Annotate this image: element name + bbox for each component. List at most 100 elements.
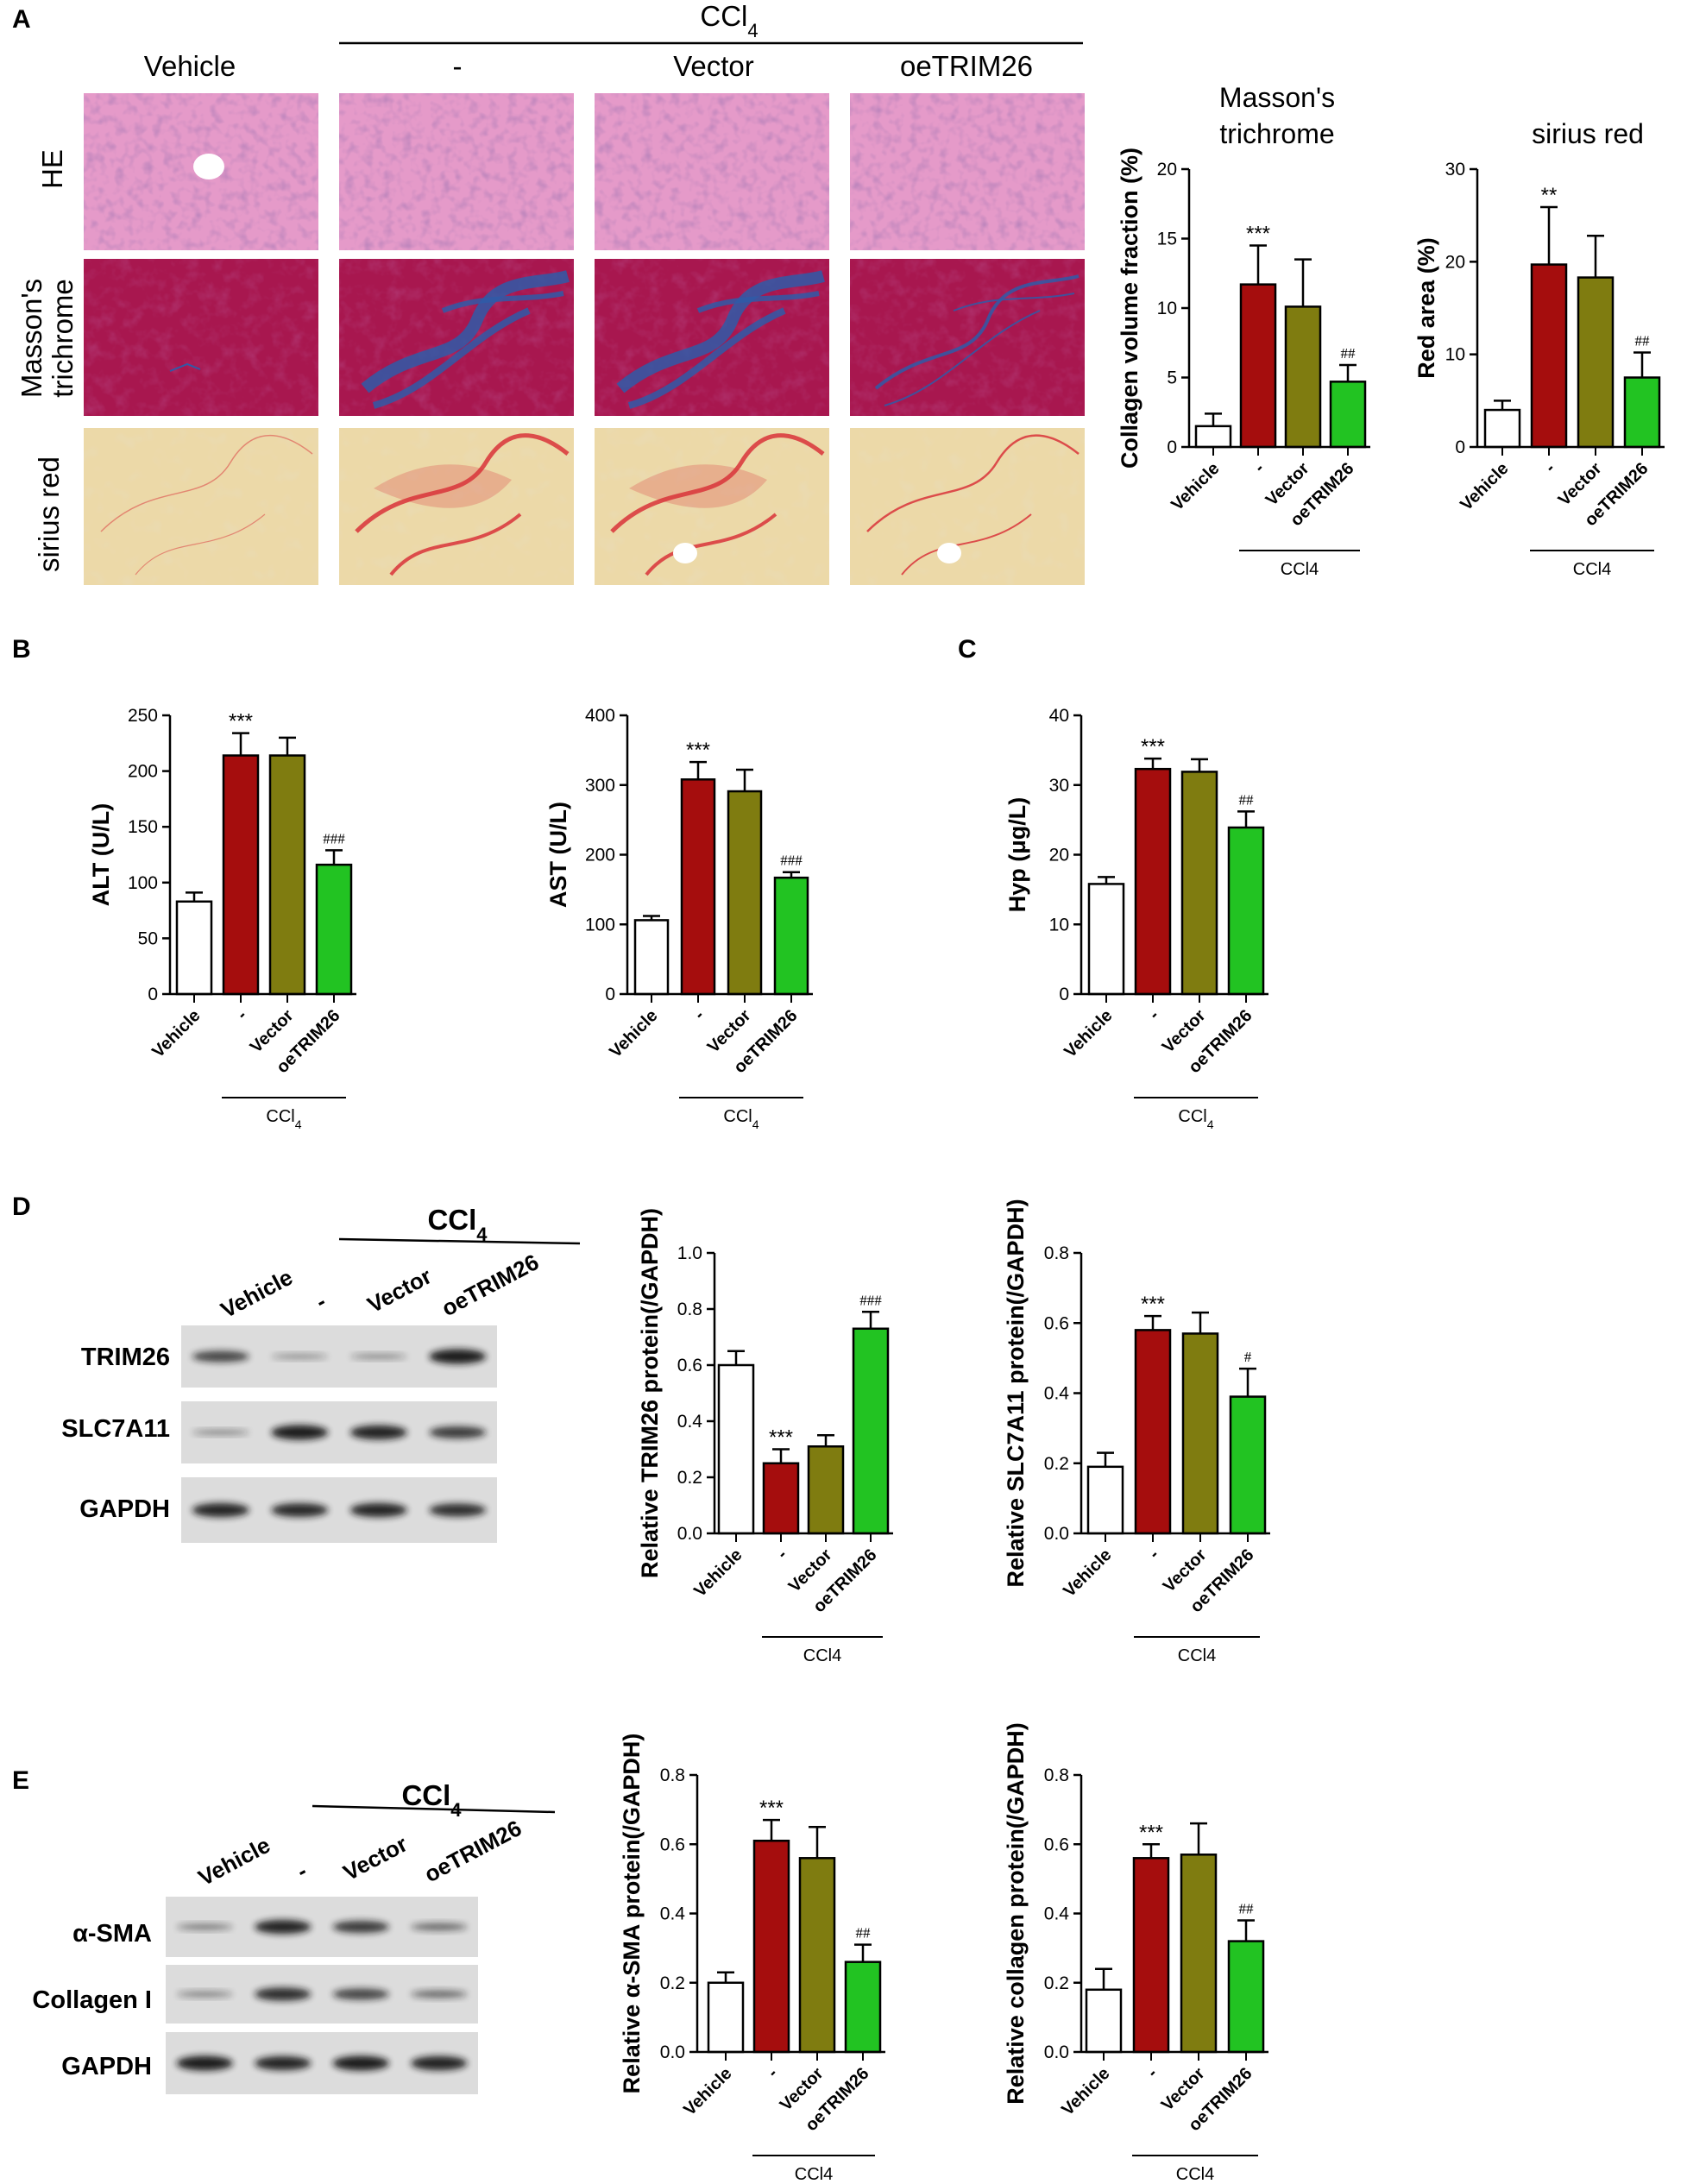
vessel-wall [169,362,201,372]
bar-trim26-0 [717,1363,755,1535]
significance-label: # [1244,1349,1252,1365]
bar-hyp-1 [1134,767,1172,996]
fibrosis-septum [361,270,570,393]
histology-tile-he-vehicle [84,93,318,250]
collagen-fiber [135,513,266,576]
bar-masson-3 [1329,381,1367,449]
y-tick-label: 200 [128,762,158,782]
blot-d-strip-1 [181,1401,497,1463]
histology-tile-masson-oetrim26 [850,259,1085,416]
group-label: CCl4 [1178,1107,1213,1131]
blot-d-band [271,1354,329,1359]
bar-asma-3 [844,1961,882,2054]
blot-e-lane-vector: Vector [339,1830,412,1885]
y-tick-label: 15 [1157,230,1177,249]
y-tick-label: 20 [1157,160,1177,179]
y-tick-label: 20 [1445,252,1465,272]
y-tick-label: 40 [1049,706,1069,726]
y-tick-label: 300 [585,776,615,796]
bar-slc7a11-2 [1181,1332,1219,1535]
histology-tile-masson-vehicle [84,259,318,416]
group-label: CCl4 [723,1107,759,1131]
x-tick-label: Vehicle [690,1545,746,1601]
blot-e-label-asma: α-SMA [72,1920,152,1948]
significance-label: ## [1341,345,1357,362]
blot-e-label-collagen: Collagen I [32,1986,152,2014]
histology-tile-he-vector [595,93,829,250]
bar-trim26-3 [852,1327,890,1535]
blot-e-band [411,2055,468,2071]
fibrosis-septum [874,274,1080,390]
chart-title: sirius red [1532,118,1644,149]
blot-d-band [429,1503,487,1517]
bar-alt-2 [268,754,306,996]
group-label: CCl4 [1176,2165,1214,2184]
blot-d-band [271,1503,329,1517]
y-tick-label: 0.6 [677,1356,702,1375]
histology-col-vehicle: Vehicle [144,50,236,82]
x-tick-label: Vehicle [1061,1006,1116,1061]
y-axis-label: ALT (U/L) [88,803,114,906]
histology-tile-sirius-vehicle [84,428,318,585]
y-tick-label: 0 [1455,437,1465,457]
panel-d-blot: CCl4 Vehicle - Vector oeTRIM26 TRIM26 SL… [61,1204,581,1543]
collagen-fiber [610,433,825,533]
chart-title: Masson's [1219,82,1335,113]
bar-slc7a11-3 [1229,1395,1267,1535]
significance-label: *** [759,1797,784,1820]
collagen-fiber [645,513,777,576]
y-tick-label: 0.6 [1044,1313,1069,1333]
group-label: CCl4 [1281,560,1319,579]
blot-e-band [332,1920,389,1934]
bar-ast-3 [773,876,809,996]
bar-hyp-0 [1087,883,1125,996]
blot-e-band [332,1988,389,2000]
blot-d-band [271,1425,329,1440]
significance-label: ** [1541,184,1558,207]
vessel-lumen [937,543,961,563]
y-tick-label: 0.4 [660,1904,686,1924]
blot-e-band [255,1987,312,2001]
blot-d-band [429,1426,487,1439]
y-tick-label: 5 [1167,368,1177,388]
bar-ast-1 [680,778,716,996]
blot-e-strip-1 [166,1965,478,2024]
significance-label: ### [780,853,803,869]
histology-grid [84,93,1085,585]
blot-d-band [192,1429,249,1436]
blot-e-band [176,1991,233,1998]
bar-collagen-3 [1227,1940,1265,2054]
panel-e-label: E [12,1766,29,1795]
x-tick-label: - [1250,459,1268,476]
histology-tile-sirius-vector [595,428,829,585]
significance-label: ### [859,1292,882,1308]
y-tick-label: 400 [585,706,615,726]
significance-label: *** [1246,223,1270,246]
blot-e-band [176,2055,233,2071]
y-tick-label: 30 [1445,160,1465,179]
x-tick-label: - [233,1006,250,1023]
panel-c-label: C [958,635,977,664]
x-tick-label: Vehicle [1058,2064,1113,2119]
y-tick-label: 150 [128,817,158,837]
collagen-fiber [866,434,1080,532]
y-tick-label: 200 [585,846,615,865]
y-tick-label: 0.2 [660,1973,685,1993]
y-tick-label: 10 [1157,299,1177,318]
y-tick-label: 10 [1445,345,1465,365]
bar-collagen-2 [1180,1854,1218,2054]
y-tick-label: 0.0 [1044,2042,1069,2062]
bar-collagen-1 [1132,1857,1170,2054]
x-tick-label: - [1541,459,1558,476]
blot-d-label-trim26: TRIM26 [81,1344,170,1371]
y-tick-label: 100 [585,915,615,935]
significance-label: *** [1141,1293,1165,1316]
x-tick-label: - [1145,1545,1162,1563]
bar-asma-2 [798,1857,836,2054]
bar-sirius-3 [1623,376,1661,449]
y-tick-label: 0.0 [1044,1524,1069,1544]
y-tick-label: 30 [1049,776,1069,796]
y-tick-label: 0.6 [660,1835,685,1854]
vessel-lumen [673,543,697,563]
significance-label: *** [769,1426,793,1450]
